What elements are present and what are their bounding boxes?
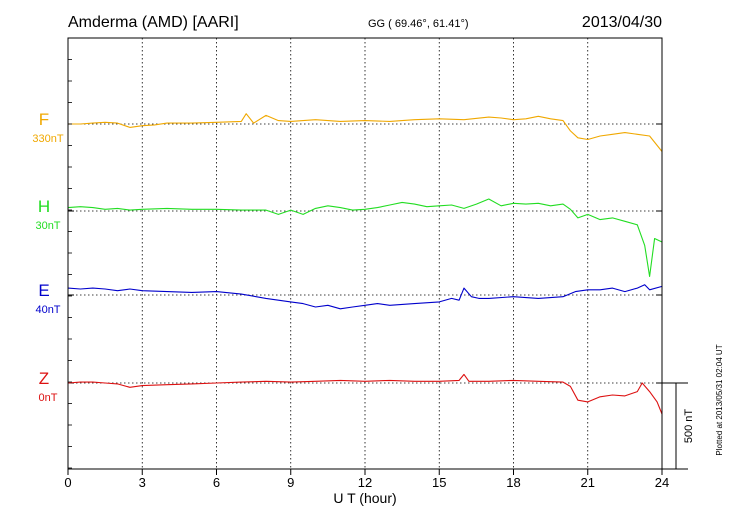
- series-labels: F 330nT H 30nT E 40nT Z 0nT: [32, 110, 63, 404]
- series-baseline-f: 330nT: [32, 133, 63, 145]
- series-line-e: [67, 284, 663, 310]
- series-label-e: E: [38, 281, 49, 300]
- series-label-h: H: [38, 197, 50, 216]
- station-title: Amderma (AMD) [AARI]: [68, 14, 239, 31]
- tick-label-x-18: 18: [506, 475, 520, 490]
- series-baseline-h: 30nT: [35, 220, 60, 232]
- series-label-z: Z: [39, 369, 49, 388]
- x-axis-ticks: [67, 59, 663, 475]
- plotted-timestamp: Plotted at 2013/05/31 02:04 UT: [715, 344, 724, 455]
- series-label-f: F: [39, 110, 49, 129]
- x-axis-label: U T (hour): [333, 490, 396, 506]
- tick-label-x-21: 21: [581, 475, 595, 490]
- tick-label-x-12: 12: [358, 475, 372, 490]
- series-lines: [67, 113, 663, 415]
- series-line-z: [67, 373, 663, 415]
- tick-label-x-6: 6: [213, 475, 220, 490]
- baseline-lines: [68, 123, 662, 384]
- x-axis-tick-labels: 0 3 6 9 12 15 18 21 24: [64, 475, 669, 490]
- tick-label-x-9: 9: [287, 475, 294, 490]
- grid-lines: [141, 38, 589, 469]
- plot-date: 2013/04/30: [582, 14, 662, 31]
- station-coordinates: GG ( 69.46°, 61.41°): [368, 18, 469, 30]
- tick-label-x-15: 15: [432, 475, 446, 490]
- scale-bar: 500 nT: [662, 382, 695, 470]
- tick-label-x-0: 0: [64, 475, 71, 490]
- scale-bar-label: 500 nT: [683, 409, 695, 444]
- series-line-h: [67, 198, 663, 277]
- series-baseline-e: 40nT: [35, 304, 60, 316]
- tick-label-x-3: 3: [139, 475, 146, 490]
- tick-label-x-24: 24: [655, 475, 669, 490]
- series-line-f: [68, 113, 663, 152]
- series-baseline-z: 0nT: [39, 392, 58, 404]
